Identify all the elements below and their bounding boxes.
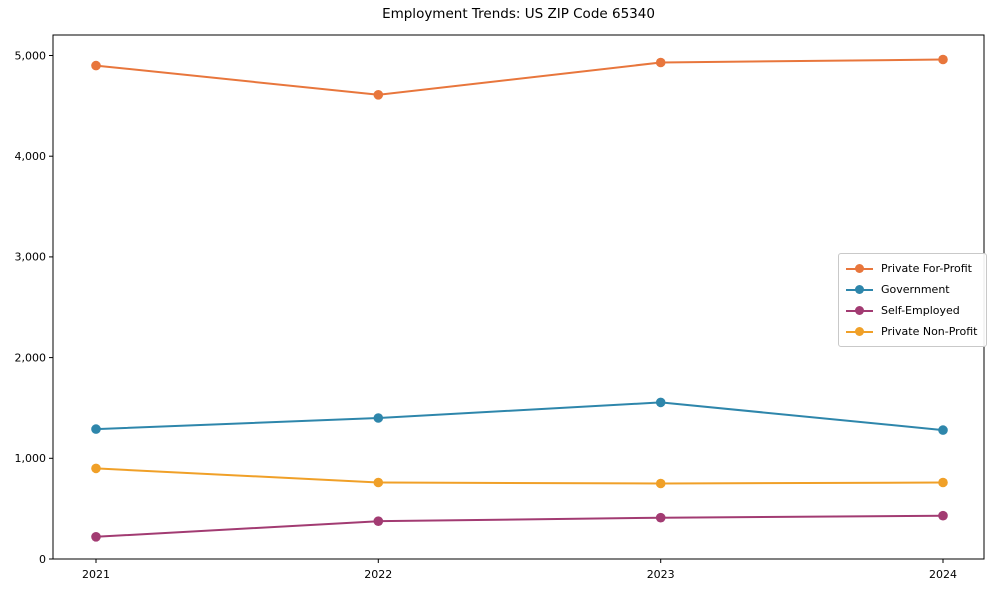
series-line bbox=[95, 58, 944, 96]
x-tick-label: 2023 bbox=[647, 568, 675, 581]
legend-label: Private For-Profit bbox=[881, 262, 972, 275]
data-point bbox=[91, 60, 101, 71]
legend: Private For-Profit Government Self-Emplo… bbox=[838, 253, 988, 347]
data-point bbox=[938, 425, 948, 435]
y-tick-label: 1,000 bbox=[15, 452, 47, 465]
data-point bbox=[938, 510, 948, 521]
legend-item-private-non-profit: Private Non-Profit bbox=[846, 321, 977, 342]
y-tick-label: 3,000 bbox=[15, 251, 47, 264]
legend-item-private-for-profit: Private For-Profit bbox=[846, 258, 977, 279]
data-point bbox=[655, 512, 666, 523]
legend-item-self-employed: Self-Employed bbox=[846, 300, 977, 321]
data-point bbox=[373, 413, 384, 423]
data-point bbox=[938, 54, 948, 65]
legend-label: Self-Employed bbox=[881, 304, 960, 317]
data-point bbox=[373, 477, 384, 488]
x-tick-label: 2022 bbox=[364, 568, 392, 581]
data-point bbox=[373, 90, 384, 100]
x-tick-label: 2024 bbox=[929, 568, 957, 581]
data-point bbox=[373, 516, 384, 526]
series-line bbox=[95, 467, 944, 485]
legend-label: Government bbox=[881, 283, 950, 296]
data-point bbox=[91, 532, 101, 542]
legend-line-marker-icon bbox=[846, 327, 873, 337]
data-point bbox=[655, 57, 666, 68]
data-point bbox=[655, 478, 666, 489]
series-line bbox=[95, 401, 944, 432]
legend-label: Private Non-Profit bbox=[881, 325, 978, 338]
legend-line-marker-icon bbox=[846, 264, 873, 274]
legend-line-marker-icon bbox=[846, 285, 873, 295]
series-line bbox=[95, 514, 944, 538]
legend-item-government: Government bbox=[846, 279, 977, 300]
y-tick-label: 5,000 bbox=[15, 49, 47, 62]
y-tick-label: 2,000 bbox=[15, 351, 47, 364]
legend-line-marker-icon bbox=[846, 306, 873, 316]
y-tick-label: 0 bbox=[39, 553, 46, 566]
data-point bbox=[938, 477, 948, 488]
x-tick-label: 2021 bbox=[82, 568, 110, 581]
data-point bbox=[91, 463, 101, 474]
y-tick-label: 4,000 bbox=[15, 150, 47, 163]
data-point bbox=[655, 397, 666, 408]
data-point bbox=[91, 424, 101, 434]
chart-title: Employment Trends: US ZIP Code 65340 bbox=[382, 6, 655, 22]
